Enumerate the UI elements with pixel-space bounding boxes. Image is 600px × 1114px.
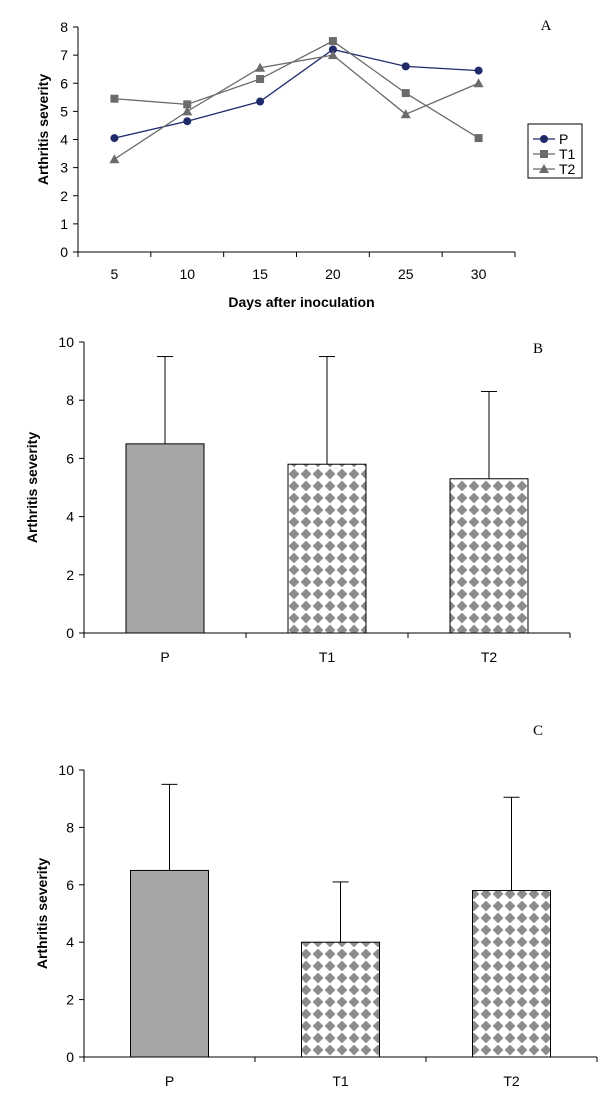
panel-a-series-line [114,40,479,139]
panel-a-line-chart: 0 1 2 3 4 5 6 7 8 5 10 15 20 25 30 Days after inoculati… [35,18,583,310]
panel-a-x-tick-label: 25 [398,266,414,282]
panel-c-y-tick-label: 8 [66,819,74,835]
panel-c-y-tick-label: 6 [66,877,74,893]
panel-a-series-t1 [110,37,483,143]
panel-a-data-point [328,37,337,46]
panel-a-x-axis-title: Days after inoculation [228,294,374,310]
panel-a-data-point [109,154,120,164]
panel-a-data-point [473,78,484,88]
panel-a-data-point [256,97,265,106]
panel-a-legend-label: T1 [559,146,576,162]
panel-a-series-t2 [109,50,484,164]
panel-b-bar-t1 [287,463,367,634]
panel-a-data-point [182,106,193,116]
panel-a-x-tick-label: 20 [325,266,341,282]
panel-b-category-label: P [160,649,169,665]
panel-a-series-p [110,45,483,143]
panel-a-x-tick-label: 5 [111,266,119,282]
panel-a-data-point [401,89,410,98]
panel-a-data-point [183,117,192,126]
panel-a-data-point [401,62,410,71]
panel-b-y-tick-label: 6 [66,450,74,466]
panel-a-series-line [114,54,479,160]
panel-c-y-tick-label: 0 [66,1049,74,1065]
panel-a-y-tick-label: 8 [60,19,68,35]
panel-b-category-label: T1 [319,649,336,665]
panel-a-y-tick-label: 1 [60,216,68,232]
panel-c-bar-t1 [301,941,380,1058]
panel-b-y-tick-label: 10 [58,334,74,350]
panel-a-legend-label: P [559,131,568,147]
panel-c-y-axis-title: Arthritis severity [34,858,50,969]
panel-b-bar-t2 [449,478,529,634]
panel-a-data-point [328,45,337,54]
panel-a-data-point [255,62,266,72]
panel-b-y-tick-label: 4 [66,509,74,525]
panel-b-bar-chart: 0 2 4 6 8 10 P T1 T2 Arthritis severity B [24,334,571,665]
panel-a-legend-marker [539,164,549,173]
panel-a-y-tick-label: 4 [60,132,68,148]
panel-c-y-tick-label: 10 [58,762,74,778]
panel-c-bar-chart: 0 2 4 6 8 10 P T1 T2 Arthritis severity C [34,723,598,1089]
panel-a-x-tick-label: 15 [252,266,268,282]
panel-a-legend-marker [540,150,548,158]
panel-a-data-point [474,134,483,143]
panel-a-letter: A [541,18,552,34]
panel-a-data-point [110,94,119,103]
panel-a-x-tick-label: 10 [179,266,195,282]
panel-c-y-tick-label: 2 [66,992,74,1008]
panel-a-y-tick-label: 6 [60,75,68,91]
panel-a-data-point [110,134,119,143]
panel-a-legend-marker [540,135,548,143]
panel-a-data-point [327,50,338,60]
panel-c-category-label: P [165,1073,174,1089]
panel-a-data-point [400,109,411,119]
panel-a-y-tick-label: 0 [60,244,68,260]
panel-c-category-label: T1 [332,1073,349,1089]
panel-c-bar-t2 [472,890,551,1058]
panel-a-data-point [474,66,483,75]
panel-a-legend-label: T2 [559,161,576,177]
panel-c-letter: C [533,723,543,739]
panel-b-category-label: T2 [481,649,498,665]
panel-b-y-tick-label: 0 [66,625,74,641]
panel-c-y-tick-label: 4 [66,934,74,950]
panel-b-bar-p [125,443,205,634]
panel-a-y-tick-label: 7 [60,47,68,63]
panel-a-series-line [114,48,479,139]
panel-a-y-tick-label: 5 [60,103,68,119]
panel-a-y-axis-title: Arthritis severity [35,74,51,185]
panel-b-y-tick-label: 8 [66,392,74,408]
panel-b-y-tick-label: 2 [66,567,74,583]
panel-a-data-point [256,75,265,84]
panel-c-bar-p [130,869,209,1058]
panel-a-data-point [183,100,192,109]
panel-a-x-tick-label: 30 [471,266,487,282]
panel-b-letter: B [533,341,543,357]
panel-a-y-tick-label: 3 [60,160,68,176]
panel-a-y-tick-label: 2 [60,188,68,204]
panel-c-category-label: T2 [503,1073,520,1089]
panel-b-y-axis-title: Arthritis severity [24,432,40,543]
